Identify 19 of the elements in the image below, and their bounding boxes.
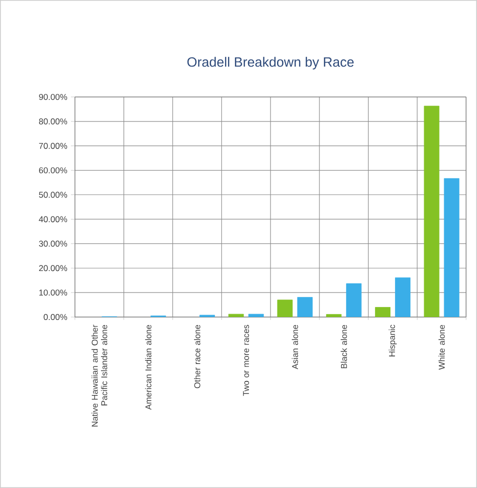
y-tick-label: 60.00% — [39, 167, 68, 174]
y-tick-label: 30.00% — [39, 240, 68, 247]
y-tick-label: 50.00% — [39, 192, 68, 198]
x-tick-label: Hispanic — [388, 324, 397, 356]
y-tick-label: 70.00% — [39, 142, 68, 149]
chart-title: Oradell Breakdown by Race — [187, 56, 354, 70]
y-tick-label: 0.00% — [44, 314, 68, 320]
x-tick-label: Asian alone — [292, 324, 298, 370]
x-tick-label: American Indian alone — [145, 324, 152, 410]
x-tick-label: Other race alone — [194, 324, 200, 388]
y-tick-label: 10.00% — [39, 290, 68, 296]
x-tick-label: Native Hawaiian and Other Pacific Islander alone — [92, 324, 108, 427]
x-tick-label: Black alone — [340, 324, 347, 368]
y-tick-label: 90.00% — [39, 94, 68, 100]
y-tick-label: 40.00% — [38, 216, 68, 222]
y-tick-label: 20.00% — [39, 265, 68, 272]
x-tick-label: White alone — [438, 324, 445, 370]
x-tick-label: Two or more races — [243, 324, 250, 396]
y-tick-label: 80.00% — [39, 118, 68, 124]
